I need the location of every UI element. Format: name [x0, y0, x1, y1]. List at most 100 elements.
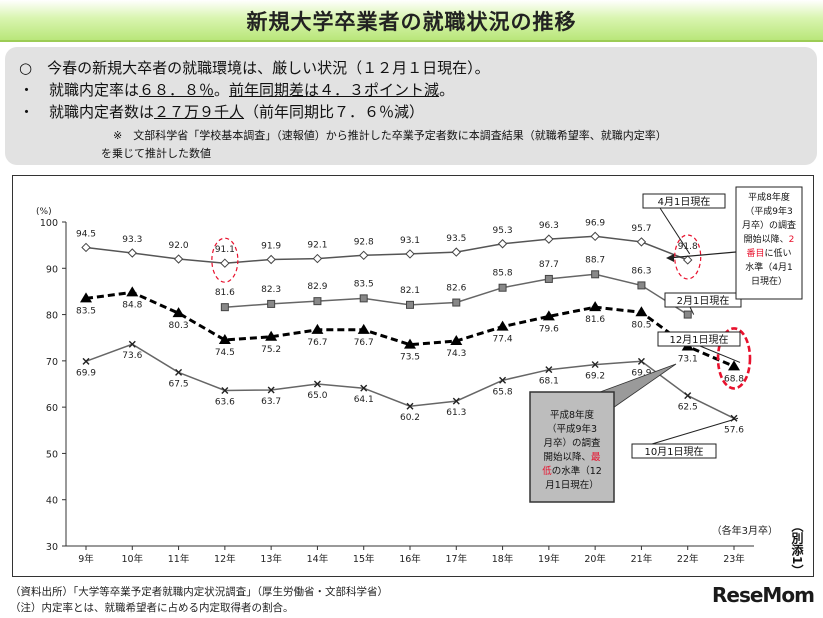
point-marker: [498, 283, 507, 292]
point-marker: [312, 253, 323, 264]
legend-label: 2月1日現在: [677, 295, 730, 307]
data-label: 63.7: [261, 397, 281, 407]
y-tick-label: 70: [46, 357, 58, 368]
legend-pointer: [689, 306, 695, 315]
point-marker: [173, 254, 184, 264]
title-bar: [0, 0, 823, 42]
data-label: 82.3: [261, 285, 281, 295]
x-tick-label: 11年: [168, 553, 190, 565]
data-label: 69.9: [631, 368, 651, 378]
april-note-line: 平成8年度: [748, 191, 790, 203]
data-label: 82.9: [307, 282, 327, 292]
april-note-line: 日現在）: [751, 275, 787, 287]
data-label: 67.5: [169, 379, 189, 389]
dec-note-line: 開始以降、最: [543, 451, 601, 463]
april-note-line: 開始以降、2: [744, 233, 795, 245]
point-marker: [404, 338, 416, 349]
x-note: （各年3月卒）: [712, 524, 778, 537]
point-marker: [542, 310, 555, 321]
x-tick-label: 13年: [260, 553, 282, 565]
point-marker: [590, 231, 600, 242]
point-marker: [637, 357, 645, 365]
summary-line-3-suffix: （前年同期比７．６％減）: [244, 103, 425, 121]
point-marker: [591, 270, 600, 279]
point-marker: [128, 340, 136, 348]
data-label: 73.6: [122, 351, 142, 361]
summary-note-2: を乗じて推計した数値: [101, 147, 211, 160]
highlight-ellipse: [674, 234, 702, 280]
point-marker: [635, 306, 648, 317]
highlight-ellipse: [211, 237, 239, 283]
data-label: 92.1: [307, 241, 327, 251]
data-label: 68.1: [539, 377, 559, 387]
summary-note-1: ※ 文部科学省「学校基本調査」（速報値）から推計した卒業予定者数に本調査結果（就…: [113, 129, 667, 142]
legend-label: 12月1日現在: [669, 334, 728, 346]
data-label: 96.9: [585, 218, 605, 228]
point-marker: [451, 247, 461, 257]
data-label: 57.6: [724, 425, 744, 435]
legend-pointer: [651, 417, 739, 445]
footer-source: （資料出所）「大学等卒業予定者就職内定状況調査」（厚生労働省・文部科学省）: [10, 586, 388, 598]
data-label: 80.3: [169, 321, 189, 331]
point-marker: [172, 307, 185, 318]
data-label: 83.5: [76, 306, 96, 316]
april-note-highlight: 2: [789, 235, 795, 245]
april-note-arrow: [667, 251, 737, 259]
data-label: 81.6: [215, 288, 235, 298]
point-marker: [313, 297, 322, 306]
point-marker: [637, 281, 646, 290]
data-label: 73.1: [678, 355, 698, 365]
point-marker: [545, 366, 553, 374]
data-label: 95.7: [631, 224, 651, 234]
data-label: 93.5: [446, 234, 466, 244]
legend-pointer: [659, 207, 691, 255]
y-tick-label: 80: [46, 311, 58, 322]
data-label: 87.7: [539, 260, 559, 270]
data-label: 80.5: [631, 320, 651, 330]
point-marker: [221, 386, 229, 394]
point-marker: [406, 402, 414, 410]
point-marker: [313, 380, 321, 388]
point-marker: [636, 237, 647, 247]
data-label: 69.2: [585, 372, 605, 382]
y-unit-label: (%): [36, 207, 52, 217]
point-marker: [360, 384, 368, 392]
summary-line-1: ○ 今春の新規大卒者の就職環境は、厳しい状況（１２月１日現在）。: [19, 59, 490, 77]
point-marker: [80, 292, 92, 303]
x-tick-label: 18年: [492, 553, 514, 565]
data-label: 77.4: [493, 335, 513, 345]
april-note-line: 水準（4月1: [745, 261, 792, 273]
summary-line-2: ・ 就職内定率は６８．８％。前年同期差は４．３ポイント減。: [19, 79, 454, 100]
x-tick-label: 22年: [677, 553, 699, 565]
footer-note: （注）内定率とは、就職希望者に占める内定取得者の割合。: [10, 602, 294, 614]
series-line-0: [85, 235, 688, 264]
point-marker: [220, 258, 230, 268]
april-note-line: 月卒）の調査: [742, 219, 796, 231]
data-label: 91.8: [678, 242, 698, 252]
point-marker: [218, 334, 231, 345]
x-tick-label: 19年: [538, 553, 560, 565]
point-marker: [311, 323, 324, 334]
point-marker: [266, 254, 276, 265]
x-tick-label: 21年: [631, 553, 653, 565]
point-marker: [683, 255, 693, 265]
legend-box: [664, 292, 742, 308]
data-label: 73.5: [400, 353, 420, 363]
summary-line-3: ・ 就職内定者数は２７万９千人（前年同期比７．６％減）: [19, 101, 424, 122]
data-label: 65.0: [307, 391, 327, 401]
dec-note-line: 月卒）の調査: [543, 437, 601, 449]
x-tick-label: 14年: [307, 553, 329, 565]
dec-note-box: [529, 391, 615, 503]
data-label: 93.3: [122, 235, 142, 245]
summary-count: ２７万９千人: [154, 103, 245, 121]
point-marker: [728, 360, 740, 371]
x-tick-label: 20年: [584, 553, 606, 565]
legend-box: [631, 443, 717, 459]
point-marker: [175, 368, 183, 376]
april-note-arrowhead: [666, 254, 674, 262]
data-label: 95.3: [493, 226, 513, 236]
point-marker: [450, 334, 463, 345]
data-label: 74.5: [215, 348, 235, 358]
page-title: 新規大学卒業者の就職状況の推移: [246, 10, 577, 34]
